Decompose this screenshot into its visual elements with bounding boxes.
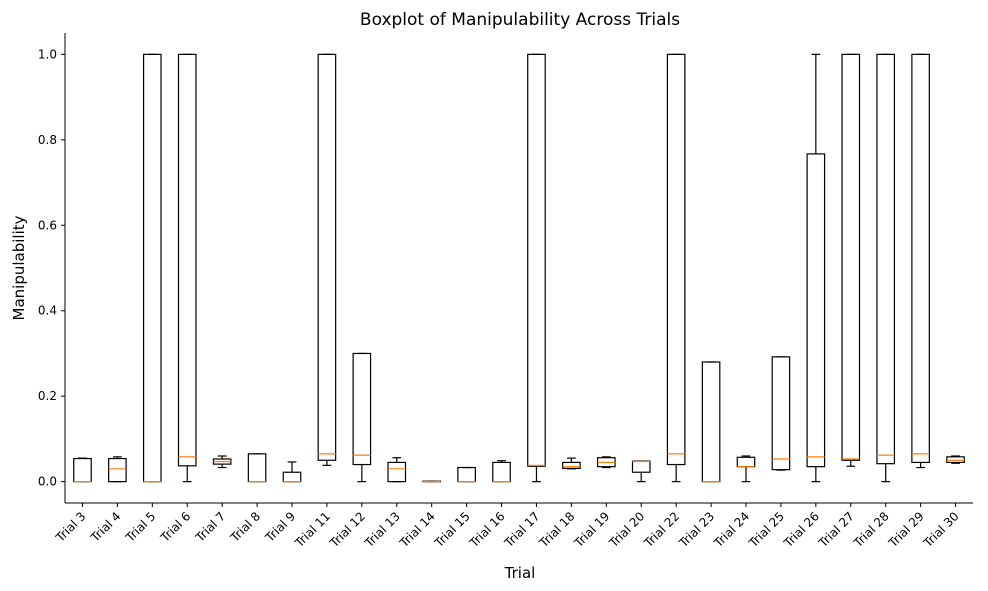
y-tick-label: 0.4 — [38, 304, 57, 318]
y-tick-label: 0.2 — [38, 389, 57, 403]
box-21 — [806, 53, 826, 483]
box-body — [457, 466, 476, 483]
box-body — [527, 53, 546, 467]
box-15 — [596, 456, 616, 469]
box-body — [876, 53, 896, 465]
box-body — [771, 356, 791, 471]
x-tick-label: Trial 4 — [87, 509, 123, 545]
box-2 — [142, 53, 162, 483]
box-body — [562, 461, 581, 469]
x-tick-label: Trial 5 — [122, 509, 158, 545]
y-tick-label: 0.0 — [38, 475, 57, 489]
box-body — [492, 461, 511, 483]
x-axis-label: Trial — [504, 564, 536, 582]
x-tick-label: Trial 28 — [850, 509, 891, 550]
box-13 — [527, 53, 546, 483]
box-body — [841, 53, 861, 461]
x-tick-label: Trial 12 — [327, 509, 368, 550]
box-9 — [387, 457, 407, 483]
box-6 — [282, 461, 302, 483]
x-tick-label: Trial 16 — [466, 509, 507, 550]
y-tick-label: 1.0 — [38, 47, 57, 61]
y-axis-label: Manipulability — [10, 215, 28, 320]
box-body — [666, 53, 686, 466]
x-tick-label: Trial 19 — [571, 509, 612, 550]
x-tick-label: Trial 14 — [396, 509, 437, 550]
box-24 — [911, 53, 930, 469]
box-body — [108, 457, 127, 483]
box-14 — [562, 457, 581, 470]
x-tick-label: Trial 29 — [885, 509, 926, 550]
x-tick-label: Trial 8 — [227, 509, 263, 545]
box-18 — [701, 361, 721, 483]
box-body — [317, 53, 337, 461]
y-ticks: 0.0 0.2 0.4 0.6 0.8 1.0 — [38, 47, 65, 489]
box-16 — [631, 460, 651, 483]
box-body — [177, 53, 197, 467]
x-tick-label: Trial 20 — [606, 509, 647, 550]
x-tick-label: Trial 3 — [53, 509, 89, 545]
box-3 — [177, 53, 197, 483]
y-tick-label: 0.6 — [38, 218, 57, 232]
box-body — [806, 153, 826, 468]
x-ticks: Trial 3 Trial 4 Trial 5 Trial 6 Trial 7 Trial… — [53, 503, 962, 551]
box-20 — [771, 356, 791, 471]
x-tick-label: Trial 26 — [781, 509, 822, 550]
x-tick-label: Trial 25 — [746, 509, 787, 550]
box-body — [247, 453, 267, 483]
box-body — [142, 53, 162, 483]
box-25 — [946, 455, 965, 464]
box-10 — [422, 480, 442, 483]
x-tick-label: Trial 11 — [292, 509, 333, 550]
box-22 — [841, 53, 861, 467]
x-tick-label: Trial 30 — [920, 509, 961, 550]
boxes — [73, 53, 965, 483]
box-body — [352, 352, 372, 466]
box-body — [387, 461, 407, 483]
box-body — [631, 460, 651, 473]
box-body — [282, 471, 302, 483]
box-body — [701, 361, 721, 483]
box-4 — [212, 455, 232, 469]
box-23 — [876, 53, 896, 483]
x-tick-label: Trial 7 — [192, 509, 228, 545]
box-5 — [247, 453, 267, 483]
box-body — [946, 456, 965, 464]
x-tick-label: Trial 22 — [641, 509, 682, 550]
box-0 — [73, 457, 92, 483]
x-tick-label: Trial 27 — [815, 509, 856, 550]
x-tick-label: Trial 24 — [711, 509, 752, 550]
x-tick-label: Trial 18 — [536, 509, 577, 550]
chart-title: Boxplot of Manipulability Across Trials — [360, 10, 680, 30]
x-tick-label: Trial 6 — [157, 509, 193, 545]
x-tick-label: Trial 23 — [676, 509, 717, 550]
box-1 — [108, 456, 127, 483]
box-body — [736, 456, 756, 468]
x-tick-label: Trial 17 — [501, 509, 542, 550]
box-12 — [492, 460, 511, 483]
x-tick-label: Trial 15 — [431, 509, 472, 550]
box-body — [73, 457, 92, 483]
box-7 — [317, 53, 337, 466]
x-tick-label: Trial 13 — [361, 509, 402, 550]
axes — [64, 33, 973, 504]
box-17 — [666, 53, 686, 483]
box-19 — [736, 455, 756, 483]
box-8 — [352, 352, 372, 483]
box-body — [911, 53, 930, 464]
y-tick-label: 0.8 — [38, 133, 57, 147]
box-11 — [457, 466, 476, 483]
